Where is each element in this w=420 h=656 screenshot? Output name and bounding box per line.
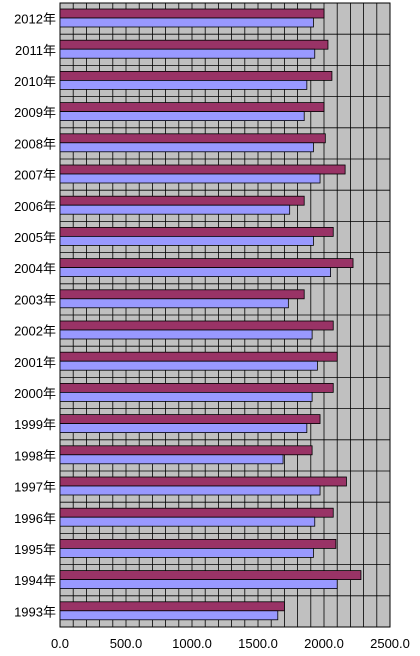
x-tick-label: 0.0	[51, 636, 69, 651]
bar-series-1-1997年	[59, 476, 347, 487]
bar-series-2-2005年	[59, 235, 314, 246]
bar-series-2-2012年	[59, 17, 314, 28]
y-tick-label: 2012年	[14, 12, 56, 27]
bar-series-2-1995年	[59, 548, 314, 558]
x-axis-tick-labels: 0.0 500.0 1000.0 1500.0 2000.0 2500.0	[51, 636, 410, 651]
bar-series-1-2003年	[59, 289, 305, 300]
y-tick-label: 1993年	[14, 604, 56, 619]
y-tick-label: 2007年	[14, 168, 56, 183]
bar-series-1-1998年	[59, 445, 313, 456]
y-tick-label: 2005年	[14, 230, 56, 245]
bar-series-2-2004年	[59, 267, 332, 278]
y-tick-label: 1998年	[14, 448, 56, 463]
bar-series-2-2003年	[59, 298, 289, 309]
bar-series-2-2007年	[59, 173, 321, 184]
bar-series-1-2007年	[59, 164, 346, 175]
bar-series-2-2011年	[59, 48, 316, 59]
bar-series-1-2002年	[59, 320, 334, 331]
bar-series-2-2002年	[59, 329, 313, 340]
bar-series-2-2009年	[59, 111, 305, 121]
bar-series-2-1999年	[59, 423, 308, 434]
x-tick-label: 500.0	[110, 636, 143, 651]
bars	[59, 8, 362, 621]
y-tick-label: 1999年	[14, 417, 56, 432]
bar-series-2-2001年	[59, 360, 318, 371]
x-tick-label: 1500.0	[238, 636, 278, 651]
gridlines	[60, 3, 390, 627]
y-tick-label: 2000年	[14, 386, 56, 401]
bar-series-2-2000年	[59, 391, 313, 402]
bar-series-2-2006年	[59, 204, 291, 215]
bar-series-1-2004年	[59, 258, 354, 269]
y-tick-label: 2008年	[14, 136, 56, 151]
y-tick-label: 2011年	[15, 43, 56, 58]
bar-series-2-1994年	[59, 579, 338, 589]
bar-series-1-2006年	[59, 195, 305, 206]
bar-series-1-2000年	[59, 382, 334, 393]
y-tick-label: 1997年	[14, 480, 56, 495]
y-tick-label: 2001年	[14, 355, 56, 370]
bar-series-1-2009年	[59, 102, 325, 112]
y-tick-label: 2002年	[14, 324, 56, 339]
bar-series-2-2008年	[59, 142, 314, 153]
y-tick-label: 2003年	[14, 292, 56, 307]
y-axis-tick-labels: 2012年 2011年 2010年 2009年 2008年 2007年 2006年 2005年…	[14, 12, 56, 620]
bar-series-1-1993年	[59, 601, 285, 612]
x-tick-label: 2500.0	[370, 636, 410, 651]
bar-series-1-1999年	[59, 414, 321, 425]
y-tick-label: 1996年	[14, 511, 56, 526]
bar-series-2-1998年	[59, 454, 284, 465]
y-tick-label: 2004年	[14, 261, 56, 276]
bar-series-2-1993年	[59, 610, 279, 621]
bar-series-1-2001年	[59, 351, 338, 362]
bar-series-1-1996年	[59, 507, 334, 518]
y-tick-label: 1994年	[14, 573, 56, 588]
x-tick-label: 2000.0	[304, 636, 344, 651]
bar-series-2-1997年	[59, 485, 321, 496]
y-tick-label: 2010年	[14, 74, 56, 89]
bar-series-1-2012年	[59, 8, 325, 19]
bar-series-1-2010年	[59, 71, 333, 81]
bar-series-1-1995年	[59, 539, 337, 549]
bar-series-1-2011年	[59, 39, 329, 50]
x-tick-label: 1000.0	[172, 636, 212, 651]
bar-series-2-1996年	[59, 516, 316, 527]
bar-series-1-1994年	[59, 570, 362, 580]
y-tick-label: 1995年	[14, 542, 56, 557]
bar-series-2-2010年	[59, 80, 308, 90]
y-tick-label: 2006年	[14, 199, 56, 214]
bar-series-1-2008年	[59, 133, 326, 144]
bar-series-1-2005年	[59, 226, 334, 237]
y-tick-label: 2009年	[14, 105, 56, 120]
